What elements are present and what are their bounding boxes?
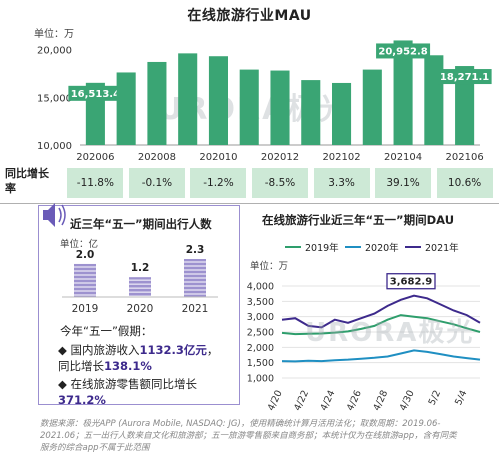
- bullet1-value: 1132.3亿元: [139, 343, 207, 357]
- bar: [332, 82, 352, 145]
- x-tick-label: 202008: [138, 152, 176, 163]
- x-tick-label: 202106: [446, 152, 484, 163]
- people-year: 2020: [127, 303, 154, 315]
- bar: [301, 80, 321, 145]
- x-tick-label: 202104: [384, 152, 422, 163]
- data-label: 18,271.1: [440, 72, 489, 83]
- data-label: 20,952.8: [378, 46, 427, 57]
- bar: [270, 70, 290, 145]
- x-tick-label: 202102: [322, 152, 360, 163]
- watermark-text-2: URORA极光: [305, 318, 475, 348]
- bullet1-growth: 138.1%: [104, 359, 152, 373]
- page-title: 在线旅游行业MAU: [187, 8, 312, 24]
- annotation-box: [386, 273, 436, 290]
- yoy-cell: -0.1%: [128, 168, 185, 198]
- bullet1-prefix: 国内旅游收入: [70, 343, 140, 357]
- x-tick-label: 202010: [199, 152, 237, 163]
- series-line-2020年: [281, 349, 481, 363]
- card-unit: 单位：亿: [60, 239, 99, 250]
- dau-y-tick: 3,500: [247, 297, 274, 308]
- divider: [0, 203, 499, 204]
- bar: [116, 72, 136, 145]
- people-value: 2.3: [186, 244, 205, 256]
- dau-x-tick: 5/4: [453, 389, 469, 408]
- data-label-bg: [437, 69, 492, 85]
- dau-x-tick: 4/20: [266, 389, 285, 413]
- bar: [208, 56, 228, 145]
- dau-x-tick: 5/2: [427, 389, 443, 408]
- bullet1-mid: ，同比增长: [58, 343, 219, 373]
- people-card: [38, 205, 240, 405]
- dau-x-tick: 4/24: [319, 389, 338, 413]
- data-label-bg: [376, 43, 431, 59]
- yoy-cell: 39.1%: [375, 168, 432, 198]
- bar: [455, 66, 475, 145]
- people-bar: [74, 263, 96, 297]
- footnote: 数据来源：极光APP (Aurora Mobile, NASDAQ: JG)，使…: [40, 419, 457, 453]
- legend-2019: 2019年: [285, 240, 339, 254]
- people-value: 2.0: [76, 249, 95, 261]
- x-tick-label: 202006: [76, 152, 114, 163]
- bar: [178, 53, 198, 146]
- annotation-label: 3,682.9: [390, 277, 432, 288]
- dau-x-tick: 4/22: [292, 389, 311, 413]
- note-head: 今年“五一”假期：: [60, 324, 153, 338]
- legend-2020: 2020年: [345, 240, 399, 254]
- bullet2-value: 371.2%: [58, 393, 106, 407]
- dau-y-tick: 1,000: [247, 374, 274, 385]
- dau-x-tick: 4/28: [371, 389, 390, 413]
- yoy-cell: 3.3%: [313, 168, 370, 198]
- bullet-retail: ◆ 在线旅游零售额同比增长371.2%: [58, 377, 198, 407]
- data-label-bg: [68, 85, 123, 101]
- dau-title: 在线旅游行业近三年“五一”期间DAU: [262, 213, 455, 227]
- dau-chart: 1,000 1,500 2,000 2,500 3,000 3,500 4,000 4/20 4…: [247, 273, 481, 413]
- people-year: 2019: [72, 303, 99, 315]
- x-tick-label: 202012: [261, 152, 299, 163]
- dau-y-tick: 2,500: [247, 328, 274, 339]
- dau-y-tick: 3,000: [247, 312, 274, 323]
- legend-2021: 2021年: [405, 240, 459, 254]
- dau-x-tick: 4/30: [398, 389, 417, 413]
- yoy-cell: -11.8%: [67, 168, 124, 198]
- bullet2-prefix: 在线旅游零售额同比增长: [70, 377, 198, 391]
- series-line-2019年: [281, 314, 481, 336]
- people-year: 2021: [182, 303, 209, 315]
- y-tick-label: 10,000: [37, 141, 72, 152]
- mau-unit: 单位：万: [34, 27, 74, 40]
- yoy-cell: -8.5%: [252, 168, 308, 198]
- people-value: 1.2: [131, 262, 150, 274]
- yoy-cell: 10.6%: [436, 168, 493, 198]
- card-title: 近三年“五一”期间出行人数: [70, 217, 212, 231]
- bar: [393, 40, 413, 145]
- speaker-icon: [43, 203, 66, 227]
- bar: [147, 61, 167, 145]
- dau-x-tick: 4/26: [345, 389, 364, 413]
- bar: [362, 69, 382, 145]
- dau-y-tick: 2,000: [247, 343, 274, 354]
- dau-unit: 单位：万: [250, 261, 289, 272]
- bullet-revenue: ◆ 国内旅游收入1132.3亿元，同比增长138.1%: [58, 343, 219, 373]
- series-line-2021年: [281, 294, 481, 329]
- yoy-label: 同比增长率: [5, 167, 49, 195]
- mau-chart: 单位：万 10,000 15,000 20,000 16,513.4 202006 2020…: [34, 27, 492, 163]
- y-tick-label: 20,000: [37, 46, 72, 57]
- yoy-cell: -1.2%: [190, 168, 247, 198]
- dau-y-tick: 1,500: [247, 358, 274, 369]
- data-label: 16,513.4: [71, 89, 120, 100]
- bar: [239, 69, 259, 145]
- dau-y-tick: 4,000: [247, 282, 274, 293]
- y-tick-label: 15,000: [37, 93, 72, 104]
